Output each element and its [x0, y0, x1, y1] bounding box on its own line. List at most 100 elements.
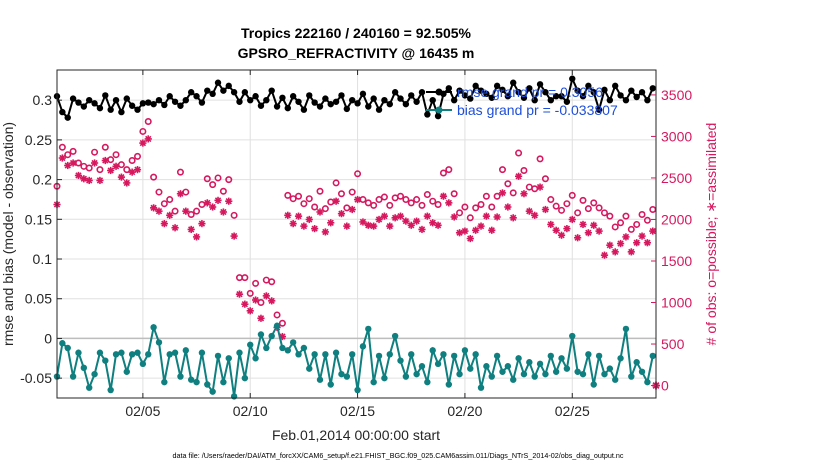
obs-assimilated-point [611, 248, 619, 256]
rmse-point [107, 106, 114, 113]
rmse-point [445, 85, 453, 92]
bias-point [445, 381, 453, 388]
obs-assimilated-point [445, 199, 453, 207]
y-left-tick-label: 0.15 [25, 211, 52, 227]
obs-possible-point [348, 188, 356, 196]
bias-point [193, 378, 200, 386]
y-right-tick-label: 2500 [661, 170, 692, 186]
rmse-point [542, 89, 549, 96]
bias-point [386, 351, 393, 358]
bias-point [241, 374, 249, 382]
bias-point [220, 378, 227, 386]
rmse-point [230, 89, 238, 96]
bias-point [338, 370, 345, 378]
rmse-point [161, 101, 168, 109]
legend-bias-marker [435, 106, 443, 114]
obs-assimilated-point [434, 221, 442, 229]
rmse-series-layer [53, 75, 656, 121]
obs-assimilated-point [466, 234, 474, 243]
obs-assimilated-point [509, 214, 517, 222]
obs-assimilated-point [396, 212, 405, 220]
rmse-point [128, 102, 136, 109]
bias-point [150, 324, 157, 331]
obs-assimilated-point [171, 224, 179, 232]
rmse-point [408, 92, 415, 99]
rmse-point [574, 87, 581, 94]
obs-assimilated-point [321, 228, 329, 236]
obs-assimilated-point [155, 207, 163, 215]
bias-point [477, 384, 485, 391]
obs-assimilated-point [557, 231, 566, 239]
obs-assimilated-point [332, 197, 340, 205]
rmse-point [80, 103, 88, 110]
obs-assimilated-point [584, 229, 592, 237]
rmse-point [617, 92, 624, 99]
obs-assimilated-point [128, 168, 136, 176]
bias-point [649, 352, 656, 360]
obs-assimilated-point [198, 220, 206, 228]
obs-assimilated-point [262, 292, 270, 300]
rmse-point [209, 90, 216, 98]
obs-assimilated-point [574, 234, 582, 242]
bias-point [547, 352, 554, 360]
bias-point [263, 344, 270, 352]
legend: rmse grand pr = 0.3056 bias grand pr = -… [426, 84, 618, 118]
obs-assimilated-point [85, 176, 93, 185]
rmse-point [193, 93, 200, 100]
bias-point [558, 355, 565, 362]
obs-possible-point [488, 203, 496, 211]
bias-point [354, 386, 361, 394]
bias-point [102, 357, 109, 364]
obs-possible-point [300, 200, 308, 208]
bias-point [450, 352, 458, 360]
obs-possible-point [520, 166, 528, 174]
obs-assimilated-point [305, 215, 313, 224]
obs-assimilated-point [327, 219, 335, 227]
rmse-point [316, 103, 324, 110]
rmse-point [112, 96, 120, 104]
bias-point [531, 373, 538, 380]
bias-point [134, 349, 141, 356]
rmse-point [64, 114, 71, 121]
rmse-point [171, 98, 179, 105]
bias-point [585, 351, 592, 358]
obs-possible-point [134, 152, 142, 160]
bias-point [456, 370, 463, 378]
rmse-point [391, 89, 399, 96]
obs-assimilated-point [251, 296, 260, 304]
bias-point [322, 351, 329, 358]
bias-point [118, 349, 125, 356]
obs-possible-point [117, 161, 125, 169]
obs-possible-point [536, 155, 544, 163]
obs-assimilated-point [386, 222, 394, 230]
obs-possible-point [101, 143, 109, 151]
bias-point [198, 349, 206, 356]
rmse-point [289, 93, 297, 100]
obs-assimilated-point [520, 190, 528, 198]
rmse-point [375, 106, 383, 113]
bias-point [370, 378, 377, 386]
rmse-point [515, 89, 522, 96]
obs-possible-point [139, 127, 147, 135]
rmse-point [295, 98, 302, 105]
bias-point [96, 349, 104, 356]
obs-possible-point [284, 191, 292, 199]
axes-box [56, 69, 657, 399]
y-right-axis-label: # of obs: o=possible; ∗=assimilated [703, 123, 719, 346]
obs-assimilated-point [241, 300, 249, 308]
obs-assimilated-point [316, 208, 324, 216]
y-right-tick-label: 1000 [661, 295, 692, 311]
obs-possible-point [107, 156, 115, 164]
obs-possible-point [407, 199, 415, 207]
bias-point [230, 393, 238, 400]
obs-possible-point [472, 204, 480, 212]
rmse-point [241, 89, 249, 96]
obs-assimilated-point [230, 232, 238, 240]
obs-possible-point [461, 203, 469, 211]
obs-possible-point [423, 191, 431, 199]
obs-possible-point [439, 169, 447, 177]
bias-point [252, 355, 259, 362]
obs-assimilated-point [418, 225, 426, 234]
bias-series-layer [53, 322, 656, 400]
obs-possible-point [402, 196, 410, 204]
